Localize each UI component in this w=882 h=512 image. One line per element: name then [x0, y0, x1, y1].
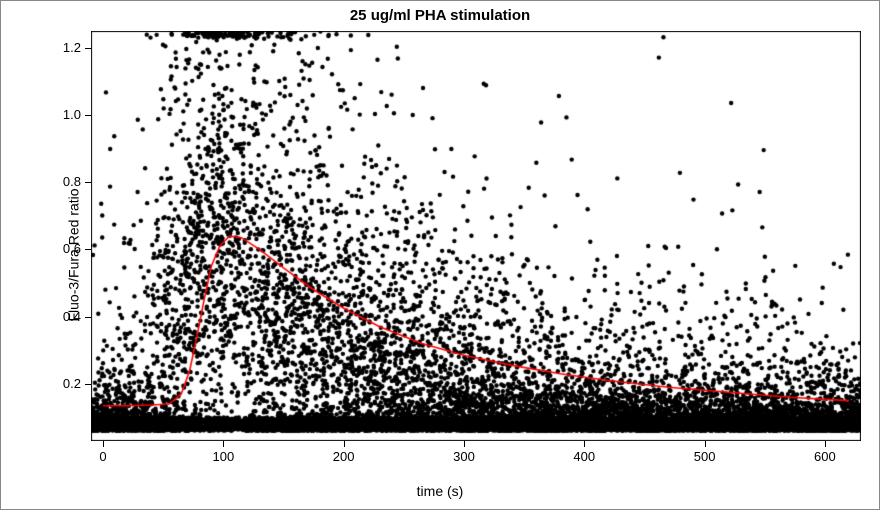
y-tick-label: 0.8	[41, 174, 81, 189]
plot-canvas	[91, 31, 861, 441]
x-tick	[223, 441, 224, 447]
x-tick-label: 500	[685, 449, 725, 464]
y-tick-label: 0.6	[41, 241, 81, 256]
x-tick-label: 300	[444, 449, 484, 464]
x-tick	[464, 441, 465, 447]
y-tick	[85, 182, 91, 183]
x-tick-label: 400	[564, 449, 604, 464]
x-tick	[103, 441, 104, 447]
y-tick-label: 1.0	[41, 107, 81, 122]
chart-title: 25 ug/ml PHA stimulation	[1, 7, 879, 24]
x-tick-label: 100	[203, 449, 243, 464]
y-tick	[85, 317, 91, 318]
x-tick	[825, 441, 826, 447]
x-axis-label: time (s)	[1, 483, 879, 499]
x-tick-label: 600	[805, 449, 845, 464]
y-tick-label: 1.2	[41, 40, 81, 55]
x-tick	[344, 441, 345, 447]
x-tick	[705, 441, 706, 447]
chart-frame: 25 ug/ml PHA stimulation Fluo-3/Fura Red…	[0, 0, 880, 510]
y-tick	[85, 115, 91, 116]
x-tick-label: 0	[83, 449, 123, 464]
x-tick	[584, 441, 585, 447]
y-tick	[85, 48, 91, 49]
y-tick-label: 0.4	[41, 309, 81, 324]
y-tick	[85, 384, 91, 385]
y-tick	[85, 249, 91, 250]
x-tick-label: 200	[324, 449, 364, 464]
y-tick-label: 0.2	[41, 376, 81, 391]
